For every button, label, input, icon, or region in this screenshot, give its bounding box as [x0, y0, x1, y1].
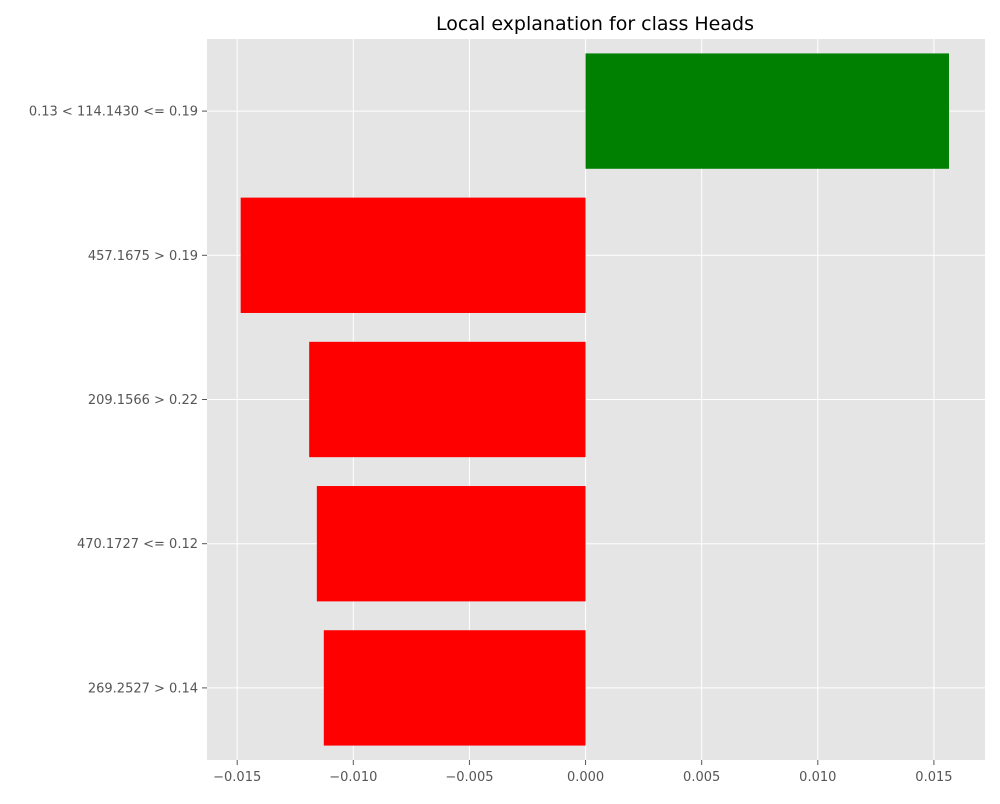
chart-title: Local explanation for class Heads — [436, 13, 754, 35]
bar-4 — [323, 630, 586, 746]
x-tick-label: 0.000 — [567, 770, 604, 785]
x-tick-label: −0.015 — [213, 770, 261, 785]
bars — [240, 53, 950, 746]
y-axis-ticks: 0.13 < 114.1430 <= 0.19 457.1675 > 0.19 20… — [29, 105, 207, 696]
x-tick-label: 0.015 — [915, 770, 952, 785]
y-tick-label: 457.1675 > 0.19 — [88, 249, 198, 264]
bar-3 — [316, 486, 586, 602]
y-tick-label: 269.2527 > 0.14 — [88, 681, 198, 696]
bar-0 — [585, 53, 950, 169]
y-tick-label: 209.1566 > 0.22 — [88, 393, 198, 408]
x-tick-label: 0.005 — [683, 770, 720, 785]
bar-1 — [240, 197, 586, 313]
bar-2 — [309, 341, 586, 458]
x-axis-ticks: −0.015 −0.010 −0.005 0.000 0.005 0.010 0.015 — [213, 760, 953, 785]
x-tick-label: −0.010 — [329, 770, 377, 785]
y-tick-label: 470.1727 <= 0.12 — [77, 537, 198, 552]
x-tick-label: 0.010 — [799, 770, 836, 785]
x-tick-label: −0.005 — [445, 770, 493, 785]
y-tick-label: 0.13 < 114.1430 <= 0.19 — [29, 105, 198, 120]
